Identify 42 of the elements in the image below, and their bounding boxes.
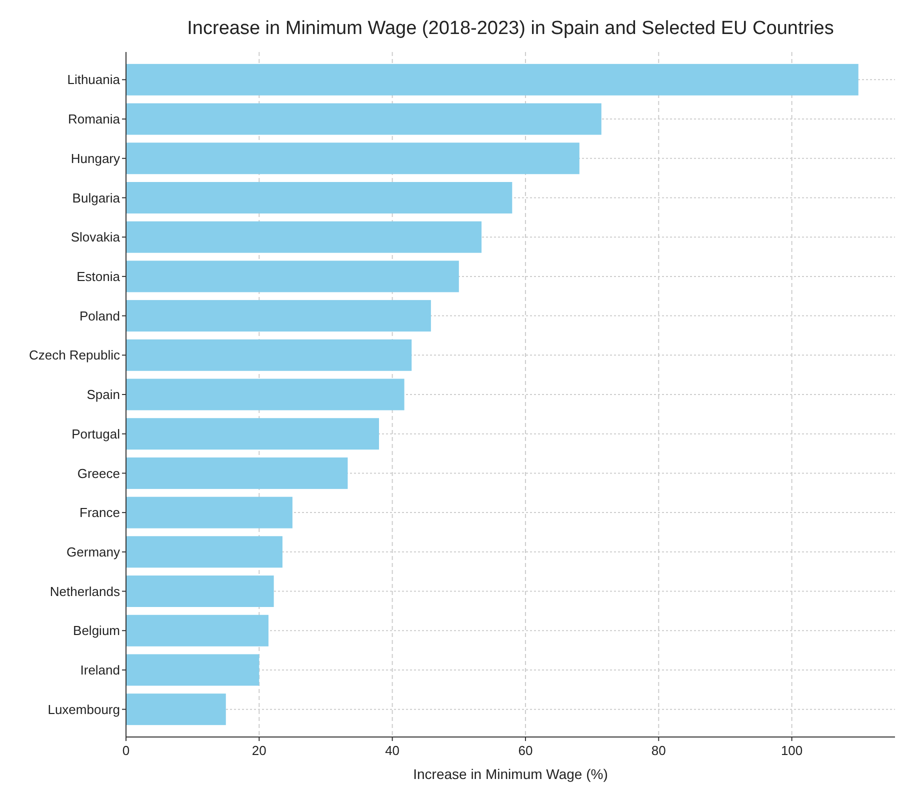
chart-title: Increase in Minimum Wage (2018-2023) in Spain and Selected EU Countries (187, 18, 834, 39)
y-tick-label: Romania (68, 112, 121, 127)
y-tick-label: Slovakia (70, 230, 121, 245)
bar (126, 378, 404, 410)
x-tick-label: 100 (780, 743, 803, 758)
bar (126, 614, 268, 646)
y-tick-label: Spain (86, 387, 120, 402)
bar (126, 418, 380, 450)
x-tick-label: 60 (518, 743, 533, 758)
y-tick-label: Luxembourg (48, 702, 120, 717)
y-tick-label: Portugal (72, 426, 120, 442)
y-tick-label: France (80, 505, 120, 520)
y-tick-label: Netherlands (50, 584, 120, 599)
x-tick-label: 0 (122, 743, 130, 758)
bar (126, 496, 292, 528)
bar (126, 694, 226, 726)
y-tick-label: Greece (77, 466, 120, 481)
y-tick-label: Bulgaria (72, 190, 121, 206)
y-tick-label: Germany (66, 544, 120, 560)
y-tick-label: Lithuania (67, 72, 121, 88)
y-tick-label: Hungary (70, 150, 120, 166)
y-tick-label: Belgium (73, 623, 120, 638)
bar (126, 260, 459, 292)
y-tick-label: Czech Republic (28, 348, 120, 363)
y-tick-label: Estonia (76, 268, 121, 284)
bar (126, 576, 274, 608)
bar (126, 182, 512, 214)
bar (126, 64, 858, 96)
bar (126, 536, 282, 568)
bar (126, 339, 412, 371)
bar (126, 654, 260, 686)
bar (126, 457, 348, 489)
x-tick-label: 80 (651, 743, 666, 758)
bar (126, 300, 431, 332)
y-tick-label: Ireland (80, 662, 120, 678)
bar (126, 142, 580, 174)
x-axis-title: Increase in Minimum Wage (%) (413, 766, 608, 782)
x-tick-label: 20 (252, 743, 266, 758)
y-tick-label: Poland (80, 308, 120, 324)
x-tick-label: 40 (385, 743, 400, 758)
bar (126, 103, 602, 135)
bar (126, 221, 482, 253)
